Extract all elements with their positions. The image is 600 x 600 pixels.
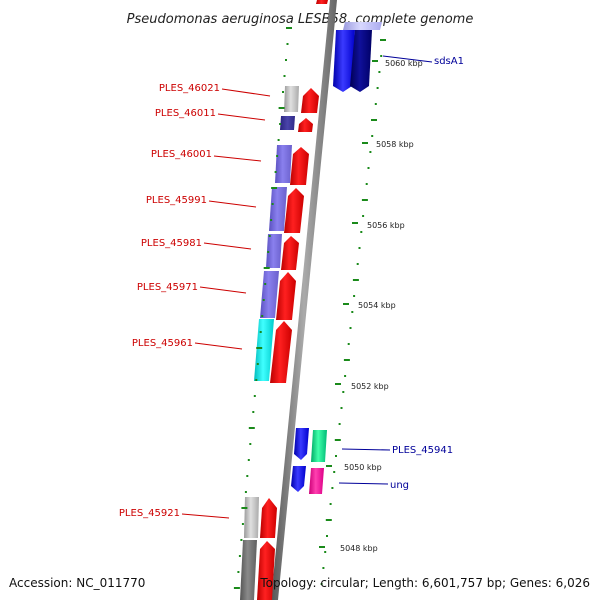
gene-feature (301, 88, 319, 113)
gene-feature (290, 147, 309, 185)
gene-feature (284, 188, 304, 233)
genome-summary-text: Topology: circular; Length: 6,601,757 bp… (259, 576, 590, 590)
accession-text: Accession: NC_011770 (9, 576, 145, 590)
gene-feature (298, 118, 313, 132)
leader-line (213, 155, 262, 162)
gene-feature (270, 321, 292, 383)
scale-tick-label: 5058 kbp (376, 140, 414, 149)
gene-label[interactable]: PLES_45961 (132, 338, 193, 349)
scale-tick-label: 5048 kbp (340, 544, 378, 553)
gene-feature (269, 187, 287, 231)
leader-line (194, 342, 243, 350)
leader-line (199, 286, 247, 294)
gene-feature (260, 271, 279, 318)
genome-backbone (271, 0, 337, 600)
gene-label[interactable]: PLES_45971 (137, 282, 198, 293)
gene-feature (280, 116, 295, 130)
gene-label[interactable]: PLES_45981 (141, 238, 202, 249)
gene-feature (281, 236, 299, 270)
gene-label[interactable]: PLES_45921 (119, 508, 180, 519)
gene-label[interactable]: PLES_46001 (151, 149, 212, 160)
gene-feature (316, 0, 328, 4)
map-title: Pseudomonas aeruginosa LESB58, complete … (127, 12, 474, 27)
gene-labels-right: sdsA1 PLES_45941 ung (338, 55, 464, 491)
gene-label[interactable]: sdsA1 (434, 56, 464, 67)
leader-line (208, 200, 257, 208)
leader-line (203, 242, 252, 250)
gene-feature (294, 428, 309, 460)
gene-label[interactable]: PLES_45991 (146, 195, 207, 206)
gene-feature (240, 540, 257, 600)
scale-ticks: 5060 kbp 5058 kbp 5056 kbp 5054 kbp 5052… (319, 59, 423, 553)
scale-tick-label: 5060 kbp (385, 59, 423, 68)
scale-tick-label: 5054 kbp (358, 301, 396, 310)
leader-line (338, 482, 389, 485)
gene-feature (275, 145, 292, 183)
gene-feature (291, 466, 306, 492)
leader-line (221, 88, 271, 97)
gene-feature (284, 86, 299, 112)
gene-feature (350, 30, 372, 92)
gene-feature (244, 497, 259, 538)
scale-tick-label: 5050 kbp (344, 463, 382, 472)
scale-tick-label: 5056 kbp (367, 221, 405, 230)
gene-feature (333, 30, 355, 92)
gene-feature (254, 319, 274, 381)
ring-ticks (233, 27, 386, 589)
gene-feature (266, 234, 282, 268)
gene-label[interactable]: PLES_46011 (155, 108, 216, 119)
gene-feature (309, 468, 324, 494)
scale-tick-label: 5052 kbp (351, 382, 389, 391)
gene-feature (257, 541, 275, 600)
leader-line (181, 513, 230, 519)
leader-line (382, 55, 433, 63)
gene-labels-left: PLES_46021 PLES_46011 PLES_46001 PLES_45… (119, 83, 271, 519)
leader-line (217, 113, 266, 121)
gene-feature (260, 498, 277, 538)
gene-label[interactable]: PLES_45941 (392, 445, 453, 456)
gene-feature (276, 272, 296, 320)
gene-label[interactable]: ung (390, 480, 409, 491)
gene-feature (311, 430, 327, 462)
leader-line (341, 448, 391, 451)
gene-label[interactable]: PLES_46021 (159, 83, 220, 94)
gene-feature (343, 22, 382, 30)
